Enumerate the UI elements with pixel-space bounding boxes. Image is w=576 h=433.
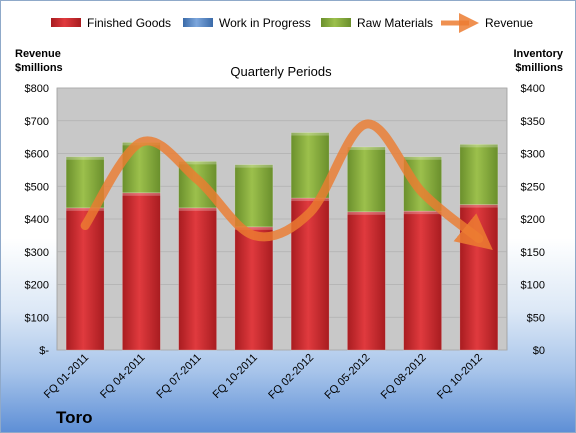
right-tick-label: $350	[521, 116, 545, 128]
legend-swatch-finished-goods	[51, 18, 81, 27]
left-axis-ticks: $- $100 $200 $300 $400 $500 $600 $700 $800	[25, 83, 50, 357]
bar-finished-goods	[122, 192, 161, 351]
legend-label-revenue: Revenue	[485, 16, 533, 30]
revenue-line-path	[80, 119, 493, 251]
category-label: FQ 04-2011	[98, 352, 147, 401]
bar-raw-materials-cap	[234, 164, 273, 168]
right-axis-ticks: $0 $50 $100 $150 $200 $250 $300 $350 $400	[521, 83, 545, 357]
right-tick-label: $200	[521, 214, 545, 226]
bar-raw-materials-cap	[178, 161, 217, 165]
bar-finished-goods-cap	[66, 207, 105, 211]
bar-finished-goods-cap	[347, 211, 386, 215]
category-label: FQ 10-2012	[435, 352, 485, 402]
left-tick-label: $500	[25, 181, 49, 193]
left-tick-label: $300	[25, 247, 49, 259]
bar-raw-materials	[347, 146, 386, 213]
category-labels: FQ 01-2011 FQ 04-2011 FQ 07-2011 FQ 10-2011…	[42, 352, 485, 402]
category-label: FQ 02-2012	[266, 352, 316, 402]
category-label: FQ 05-2012	[323, 352, 373, 402]
legend-swatch-work-in-progress	[183, 18, 213, 27]
left-tick-label: $100	[25, 312, 49, 324]
bar-finished-goods	[178, 207, 217, 351]
bar-finished-goods-cap	[178, 207, 217, 211]
left-axis-title-line2: $millions	[15, 62, 63, 74]
category-label: FQ 08-2012	[379, 352, 429, 402]
bar-raw-materials-cap	[291, 132, 330, 136]
legend-label-finished-goods: Finished Goods	[87, 16, 171, 30]
bar-finished-goods-cap	[403, 211, 442, 215]
left-tick-label: $200	[25, 280, 49, 292]
right-tick-label: $0	[533, 345, 545, 357]
bar-finished-goods-cap	[122, 192, 161, 196]
bar-raw-materials-cap	[403, 156, 442, 160]
bar-finished-goods-cap	[459, 204, 498, 208]
legend: Finished Goods Work in Progress Raw Mate…	[51, 13, 533, 33]
right-tick-label: $300	[521, 149, 545, 161]
company-name: Toro	[56, 408, 93, 427]
left-tick-label: $800	[25, 83, 49, 95]
right-tick-label: $250	[521, 181, 545, 193]
chart-subtitle: Quarterly Periods	[230, 64, 332, 79]
right-tick-label: $50	[527, 312, 545, 324]
bar-finished-goods-cap	[234, 226, 273, 230]
bar-finished-goods	[347, 211, 386, 351]
bar-finished-goods	[403, 210, 442, 351]
bar-raw-materials-cap	[347, 146, 386, 150]
legend-swatch-raw-materials	[321, 18, 351, 27]
bar-raw-materials-cap	[66, 156, 105, 160]
right-axis-title-line2: $millions	[515, 62, 563, 74]
bar-finished-goods	[65, 207, 105, 351]
right-tick-label: $400	[521, 83, 545, 95]
left-tick-label: $400	[25, 214, 49, 226]
left-tick-label: $-	[39, 345, 49, 357]
bar-finished-goods	[234, 226, 274, 351]
category-label: FQ 01-2011	[42, 352, 91, 401]
legend-label-work-in-progress: Work in Progress	[219, 16, 311, 30]
bar-raw-materials	[459, 144, 499, 205]
left-axis-title-line1: Revenue	[15, 48, 61, 60]
bar-raw-materials-cap	[459, 144, 498, 148]
category-label: FQ 07-2011	[154, 352, 203, 401]
right-tick-label: $150	[521, 247, 545, 259]
right-axis-title-line1: Inventory	[513, 48, 563, 60]
category-label: FQ 10-2011	[211, 352, 260, 401]
bar-finished-goods-cap	[291, 198, 330, 202]
left-tick-label: $600	[25, 149, 49, 161]
revenue-line	[80, 119, 493, 251]
legend-label-raw-materials: Raw Materials	[357, 16, 433, 30]
left-tick-label: $700	[25, 116, 49, 128]
bar-raw-materials	[234, 164, 274, 228]
right-tick-label: $100	[521, 280, 545, 292]
